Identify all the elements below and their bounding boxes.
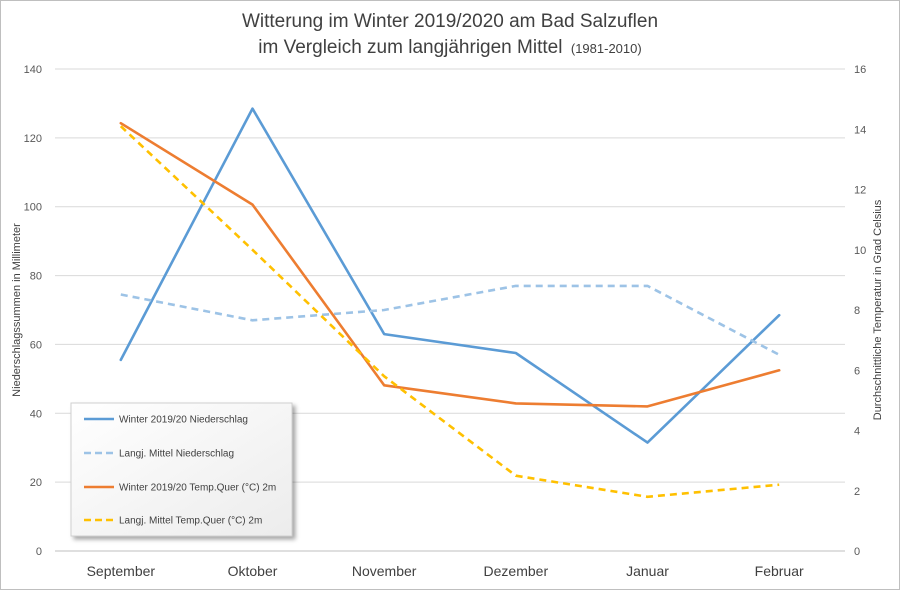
x-axis-categories: September Oktober November Dezember Januar Fe… (87, 563, 804, 579)
y-right-tick-label: 0 (854, 546, 860, 558)
x-category-label: November (352, 563, 417, 579)
y-right-tick-label: 14 (854, 124, 866, 136)
y-right-tick-label: 4 (854, 426, 860, 438)
legend-entry-label: Winter 2019/20 Niederschlag (119, 415, 248, 426)
y-left-tick-label: 120 (24, 133, 42, 145)
y-left-tick-label: 140 (24, 64, 42, 76)
legend-entry-label: Langj. Mittel Temp.Quer (°C) 2m (119, 516, 262, 527)
legend-entry-label: Langj. Mittel Niederschlag (119, 449, 234, 460)
series-line-1 (119, 107, 781, 444)
series-line-3 (119, 121, 781, 408)
y-left-tick-label: 80 (30, 271, 42, 283)
y-left-tick-label: 100 (24, 202, 42, 214)
chart-title-period: (1981-2010) (571, 41, 642, 56)
chart-title-line1: Witterung im Winter 2019/2020 am Bad Sal… (242, 11, 658, 32)
y-axis-left-label: Niederschlagssummen in Millimeter (11, 223, 23, 397)
y-right-tick-label: 12 (854, 185, 866, 197)
y-left-tick-label: 40 (30, 408, 42, 420)
legend: Winter 2019/20 Niederschlag Langj. Mittel… (70, 402, 293, 537)
series-line-4 (119, 125, 780, 499)
x-category-label: September (87, 563, 156, 579)
series-line-2 (120, 284, 780, 356)
y-left-tick-label: 0 (36, 546, 42, 558)
chart-title-line2-group: im Vergleich zum langjährigen Mittel (19… (258, 37, 641, 58)
y-left-tick-label: 20 (30, 477, 42, 489)
y-left-tick-label: 60 (30, 339, 42, 351)
x-category-label: Januar (626, 563, 669, 579)
y-axis-left-ticks: 0 20 40 60 80 100 120 140 (24, 64, 42, 558)
y-right-tick-label: 16 (854, 64, 866, 76)
x-category-label: Oktober (228, 563, 278, 579)
legend-box (70, 402, 293, 537)
legend-entry-label: Winter 2019/20 Temp.Quer (°C) 2m (119, 483, 276, 494)
y-right-tick-label: 6 (854, 365, 860, 377)
y-axis-right-ticks: 0 2 4 6 8 10 12 14 16 (854, 64, 866, 558)
x-category-label: Dezember (484, 563, 549, 579)
x-category-label: Februar (755, 563, 804, 579)
series-lines (119, 107, 781, 499)
y-axis-right-label: Durchschnittliche Temperatur in Grad Cel… (872, 199, 884, 420)
y-right-tick-label: 10 (854, 245, 866, 257)
y-right-tick-label: 8 (854, 305, 860, 317)
y-right-tick-label: 2 (854, 486, 860, 498)
chart-title-line2: im Vergleich zum langjährigen Mittel (258, 37, 562, 58)
